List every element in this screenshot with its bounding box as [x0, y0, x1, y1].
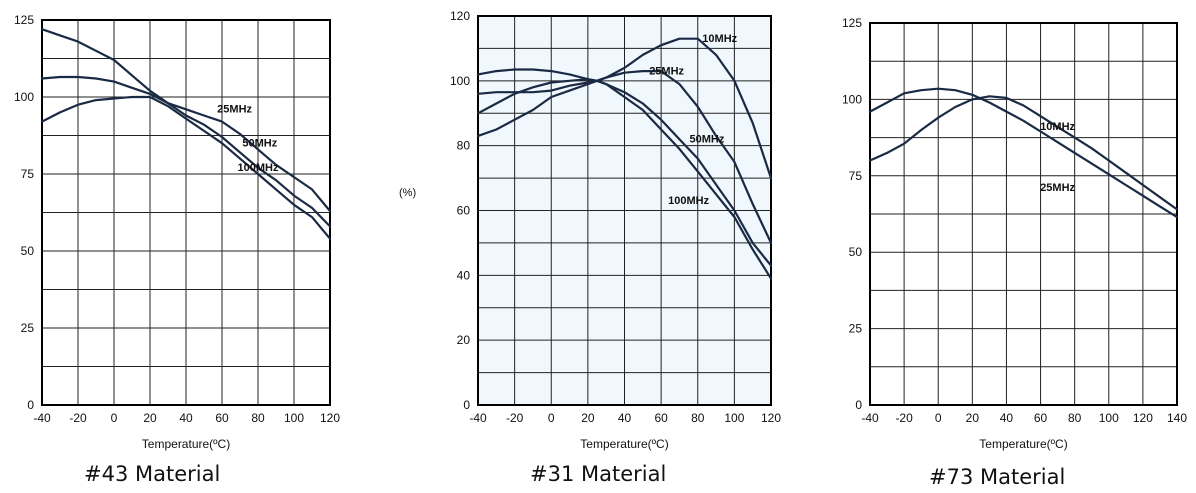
x-tick-label: -40: [33, 411, 51, 425]
series-annotation: 25MHz: [217, 103, 252, 115]
y-tick-label: 40: [457, 268, 471, 282]
chart-31-material: 0 20 40 60 80 100 120 -40 -20 0 20 40 60 80 100 120 Temp…: [450, 9, 781, 451]
y-tick-label: 125: [14, 13, 34, 27]
x-tick-label: 0: [548, 411, 555, 425]
y-tick-label: 75: [849, 169, 863, 183]
x-tick-label: 60: [1034, 411, 1048, 425]
series-annotation: 10MHz: [1040, 121, 1075, 133]
x-tick-label: -20: [69, 411, 87, 425]
x-tick-label: 20: [581, 411, 595, 425]
x-tick-label: -20: [506, 411, 524, 425]
x-tick-label: 40: [179, 411, 193, 425]
x-tick-label: 100: [724, 411, 744, 425]
series-line-100mhz: [40, 95, 332, 240]
y-tick-label: 25: [849, 322, 863, 336]
y-tick-label: 50: [21, 244, 35, 258]
x-tick-label: 60: [654, 411, 668, 425]
y-tick-label: 100: [842, 92, 862, 106]
plot-frame: [41, 19, 331, 406]
series-annotation: 50MHz: [689, 133, 724, 145]
series-annotation: 100MHz: [668, 195, 709, 207]
x-tick-label: -40: [861, 411, 879, 425]
y-axis-unit-label: (%): [399, 187, 417, 199]
x-tick-label: -20: [895, 411, 913, 425]
y-tick-label: 100: [14, 90, 34, 104]
y-tick-label: 50: [849, 245, 863, 259]
series-line-10mhz: [476, 37, 773, 180]
x-tick-label: 100: [1099, 411, 1119, 425]
x-tick-label: 40: [1000, 411, 1014, 425]
y-tick-label: 0: [27, 398, 34, 412]
x-axis-title: Temperature(ºC): [142, 437, 230, 451]
x-tick-label: 20: [143, 411, 157, 425]
x-tick-label: 80: [1068, 411, 1082, 425]
x-axis-title: Temperature(ºC): [580, 437, 668, 451]
y-tick-label: 100: [450, 74, 470, 88]
y-tick-label: 80: [457, 139, 471, 153]
chart-caption: #73 Material: [929, 465, 1066, 489]
series-line-50mhz: [476, 68, 773, 267]
series-annotation: 50MHz: [242, 137, 277, 149]
y-tick-label: 25: [21, 321, 35, 335]
chart-43-material: 0 25 50 75 100 125 -40 -20 0 20 40 60 80 100 120 Temper…: [14, 13, 340, 451]
x-tick-label: 0: [111, 411, 118, 425]
series-annotation: 25MHz: [649, 65, 684, 77]
x-axis-title: Temperature(ºC): [979, 437, 1067, 451]
y-tick-label: 0: [855, 398, 862, 412]
series-line-25mhz: [868, 87, 1179, 219]
chart-panel-31-material: 0 20 40 60 80 100 120 -40 -20 0 20 40 60 80 100 120 Temp…: [390, 0, 790, 493]
y-tick-label: 60: [457, 204, 471, 218]
y-tick-label: 125: [842, 16, 862, 30]
chart-caption: #31 Material: [530, 462, 667, 486]
chart-panel-43-material: 0 25 50 75 100 125 -40 -20 0 20 40 60 80 100 120 Temper…: [0, 0, 350, 493]
chart-73-material: 0 25 50 75 100 125 -40 -20 0 20 40 60 80 100 120 140 Tem…: [842, 16, 1187, 451]
plot-frame: [869, 22, 1178, 406]
series-annotation: 25MHz: [1040, 182, 1075, 194]
x-tick-label: 120: [320, 411, 340, 425]
x-tick-label: 140: [1167, 411, 1187, 425]
x-tick-label: 120: [761, 411, 781, 425]
x-tick-label: 0: [935, 411, 942, 425]
chart-panel-73-material: 0 25 50 75 100 125 -40 -20 0 20 40 60 80 100 120 140 Tem…: [822, 0, 1196, 493]
x-tick-label: 20: [966, 411, 980, 425]
y-tick-label: 75: [21, 167, 35, 181]
x-tick-label: 80: [691, 411, 705, 425]
series-line-100mhz: [476, 78, 773, 280]
x-tick-label: 120: [1133, 411, 1153, 425]
y-tick-label: 0: [463, 398, 470, 412]
y-tick-label: 120: [450, 9, 470, 23]
series-annotation: 10MHz: [702, 33, 737, 45]
x-tick-label: 60: [215, 411, 229, 425]
x-tick-label: 80: [251, 411, 265, 425]
series-line-50mhz: [40, 75, 332, 228]
series-annotation: 100MHz: [238, 162, 279, 174]
chart-caption: #43 Material: [84, 462, 221, 486]
x-tick-label: 40: [618, 411, 632, 425]
x-tick-label: 100: [284, 411, 304, 425]
series-line-10mhz: [868, 95, 1179, 211]
y-tick-label: 20: [457, 333, 471, 347]
series-line-25mhz: [40, 28, 332, 213]
series-line-25mhz: [476, 69, 773, 244]
plot-frame: [477, 15, 772, 406]
x-tick-label: -40: [469, 411, 487, 425]
